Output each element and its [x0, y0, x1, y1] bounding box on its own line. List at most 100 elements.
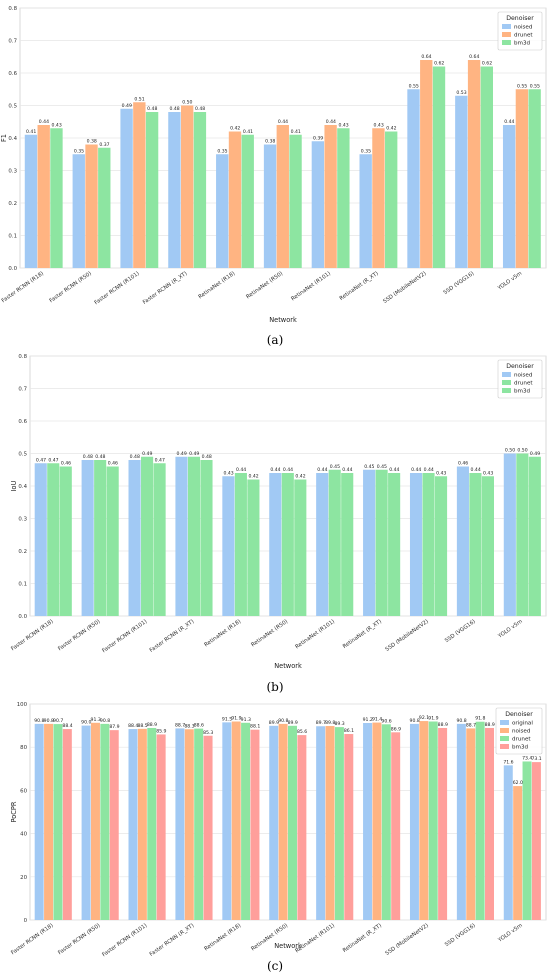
y-tick-label: 0.7 [18, 387, 27, 393]
bar [263, 144, 277, 268]
bar-data-label: 0.48 [83, 454, 93, 460]
bar [94, 460, 107, 616]
bar-data-label: 0.64 [421, 54, 431, 60]
legend-item-label: bm3d [512, 744, 529, 750]
bar-data-label: 0.48 [147, 106, 157, 112]
legend-item-label: drunet [514, 32, 533, 38]
bar [50, 128, 63, 268]
bar [288, 725, 297, 920]
y-tick-label: 0.6 [8, 71, 17, 77]
x-tick-label: RetinaNet (R_XT) [342, 923, 383, 954]
bar-data-label: 0.62 [482, 61, 492, 67]
bar [269, 725, 279, 920]
bar [328, 469, 341, 616]
bar-data-label: 0.50 [517, 448, 527, 454]
bar [422, 473, 435, 616]
y-axis-label: F1 [0, 134, 8, 142]
panel-caption: (c) [267, 959, 283, 973]
legend-swatch [500, 744, 509, 749]
bar [269, 473, 282, 616]
bar-data-label: 0.55 [517, 83, 527, 89]
bar-data-label: 90.6 [381, 718, 391, 724]
bar [467, 60, 481, 268]
bar-data-label: 0.38 [87, 139, 97, 145]
bar-data-label: 0.44 [424, 467, 434, 473]
bar-data-label: 0.47 [48, 457, 58, 463]
legend-item-label: noised [514, 372, 533, 378]
bar [294, 479, 307, 616]
bar [456, 723, 466, 920]
bar [363, 723, 373, 920]
bar [193, 112, 207, 268]
bar [513, 786, 523, 920]
bar-data-label: 91.3 [241, 717, 251, 723]
bar-data-label: 88.7 [466, 722, 476, 728]
bar-data-label: 88.3 [184, 723, 194, 729]
bar-data-label: 0.44 [342, 467, 352, 473]
bar [168, 112, 181, 268]
bar-data-label: 0.64 [469, 54, 479, 60]
bar [187, 456, 201, 616]
bar [409, 723, 419, 920]
bar [297, 735, 307, 920]
bar [341, 473, 354, 616]
bar [81, 460, 94, 616]
bar [334, 727, 344, 920]
legend-item-label: original [512, 720, 533, 726]
bar-data-label: 0.44 [471, 467, 481, 473]
bar-data-label: 0.49 [142, 451, 152, 457]
legend-swatch [502, 40, 511, 45]
legend: Denoiser noised drunet bm3d [497, 359, 543, 399]
bar [203, 735, 213, 920]
panel-caption: (a) [267, 333, 284, 347]
bar [147, 727, 157, 920]
chart-panel-a: 0.00.10.20.30.40.50.60.70.80.410.350.490… [0, 6, 547, 347]
x-tick-label: SSD (VGG16) [444, 619, 477, 644]
x-axis-label: Network [274, 662, 302, 670]
y-tick-label: 0.5 [8, 104, 17, 110]
bar [194, 728, 204, 920]
bar-data-label: 0.44 [39, 119, 49, 125]
bar [337, 128, 350, 268]
bar [516, 453, 529, 616]
bar-data-label: 0.39 [313, 135, 323, 141]
bar-data-label: 89.9 [269, 720, 279, 726]
bar [128, 460, 141, 616]
bar [324, 125, 337, 268]
bar-data-label: 88.9 [438, 722, 448, 728]
bar-data-label: 0.43 [436, 470, 446, 476]
bar-data-label: 0.51 [134, 96, 144, 102]
bar [145, 112, 159, 268]
bar-data-label: 90.8 [410, 718, 420, 724]
bar-data-label: 0.37 [99, 142, 109, 148]
bar [62, 729, 72, 920]
y-tick-label: 0.6 [18, 419, 27, 425]
bar [528, 456, 541, 616]
legend-item-label: noised [514, 24, 533, 30]
bar [475, 721, 485, 920]
x-tick-label: Faster RCNN (R50) [57, 619, 101, 653]
bar [156, 734, 166, 920]
bar-data-label: 0.48 [195, 106, 205, 112]
bar [250, 729, 260, 920]
bar-data-label: 0.44 [270, 467, 280, 473]
bar [480, 66, 493, 268]
bar [200, 460, 213, 616]
bar-data-label: 0.43 [483, 470, 493, 476]
bar [180, 105, 194, 268]
bar-data-label: 90.7 [53, 718, 63, 724]
x-tick-label: RetinaNet (R18) [203, 923, 242, 953]
legend-swatch [502, 372, 511, 377]
bar-data-label: 0.50 [505, 448, 515, 454]
bar-data-label: 0.49 [122, 103, 132, 109]
x-tick-label: Faster RCNN (R18) [10, 619, 54, 653]
x-axis-label: Network [274, 942, 302, 950]
bar-data-label: 0.44 [389, 467, 399, 473]
bar [281, 473, 294, 616]
bar [528, 89, 541, 268]
bar-data-label: 0.48 [130, 454, 140, 460]
bar-data-label: 0.42 [248, 474, 258, 480]
legend-swatch [500, 720, 509, 725]
bar-data-label: 0.49 [530, 451, 540, 457]
bar [363, 469, 376, 616]
